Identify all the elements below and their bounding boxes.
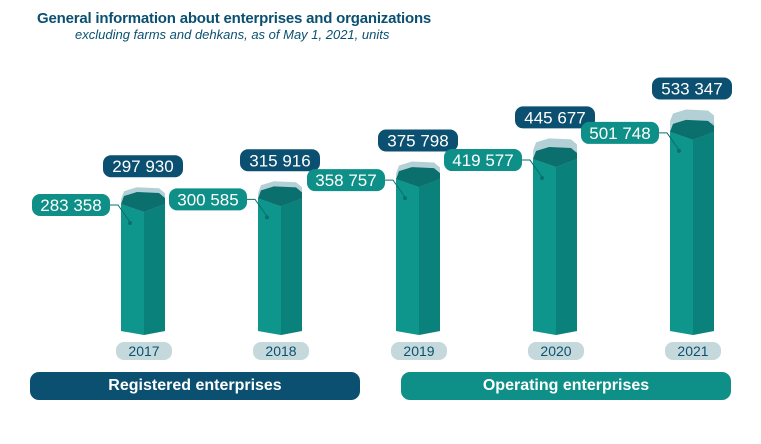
operating-bar-front-left	[533, 159, 556, 335]
operating-bar-front-left	[670, 131, 693, 335]
year-pill	[528, 342, 584, 360]
operating-bar-front-right	[419, 179, 440, 335]
registered-value-label: 315 916	[249, 151, 310, 170]
chart-subtitle: excluding farms and dehkans, as of May 1…	[75, 27, 390, 42]
operating-value-label: 419 577	[452, 151, 513, 170]
x-tick-label: 2017	[128, 343, 159, 359]
registered-label-pill	[240, 149, 320, 172]
registered-value-label: 375 798	[387, 131, 448, 150]
operating-bar-cap	[258, 186, 302, 207]
bar-group-2019: 375 798 358 757 2019	[307, 129, 458, 360]
leader-dot	[677, 148, 681, 153]
leader-line	[659, 132, 680, 151]
leader-line	[247, 198, 268, 217]
legend-operating: Operating enterprises	[401, 372, 731, 400]
operating-bar-cap	[670, 119, 714, 140]
leader-dot	[540, 176, 544, 181]
leader-dot	[403, 196, 407, 201]
operating-bar-front-right	[556, 159, 577, 335]
registered-value-label: 297 930	[112, 157, 173, 176]
operating-bar-front-left	[121, 204, 144, 335]
leader-dot	[265, 215, 269, 220]
operating-bar-cap	[533, 147, 577, 168]
bar-group-2017: 297 930 283 358 2017	[32, 155, 183, 360]
registered-label-pill	[378, 129, 458, 152]
x-tick-label: 2018	[265, 343, 296, 359]
operating-value-label: 283 358	[40, 196, 101, 215]
operating-bar-front-left	[396, 179, 419, 335]
x-tick-label: 2019	[403, 343, 434, 359]
leader-dot	[128, 221, 132, 225]
operating-bar-front-right	[144, 204, 165, 335]
operating-value-label: 300 585	[177, 190, 238, 209]
registered-label-pill	[103, 155, 183, 178]
registered-label-pill	[515, 106, 595, 129]
chart-title: General information about enterprises an…	[37, 10, 432, 27]
operating-label-pill	[444, 149, 522, 172]
x-tick-label: 2020	[540, 343, 571, 359]
operating-bar-front-right	[693, 131, 714, 335]
operating-bar-front-right	[281, 198, 302, 335]
x-tick-label: 2021	[677, 343, 708, 359]
operating-bar-cap	[121, 192, 165, 212]
operating-label-pill	[169, 188, 247, 211]
operating-bar-cap	[396, 167, 440, 188]
legend-registered: Registered enterprises	[30, 372, 360, 400]
year-pill	[665, 342, 721, 360]
bar-group-2018: 315 916 300 585 2018	[169, 149, 320, 360]
leader-line	[385, 179, 406, 198]
operating-bar-front-left	[258, 198, 281, 335]
operating-value-label: 358 757	[315, 171, 376, 190]
bar-group-2020: 445 677 419 577 2020	[444, 106, 595, 360]
registered-value-label: 445 677	[524, 108, 585, 127]
registered-value-label: 533 347	[661, 80, 722, 99]
operating-label-pill	[32, 194, 110, 216]
operating-label-pill	[307, 169, 385, 192]
operating-value-label: 501 748	[589, 124, 650, 143]
leader-line	[522, 159, 543, 178]
year-pill	[116, 342, 172, 360]
bar-group-2021: 533 347 501 748 2021	[581, 77, 732, 360]
year-pill	[253, 342, 309, 360]
leader-line	[110, 204, 131, 223]
operating-label-pill	[581, 121, 659, 144]
registered-label-pill	[652, 77, 732, 100]
year-pill	[391, 342, 447, 360]
